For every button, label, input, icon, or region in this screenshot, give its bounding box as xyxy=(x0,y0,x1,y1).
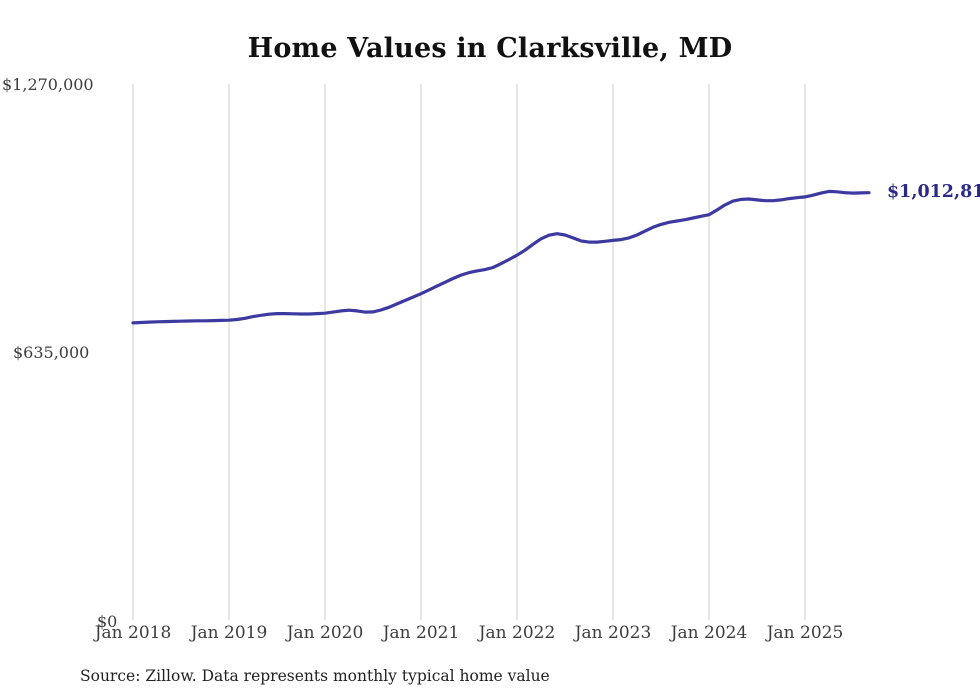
y-axis-label-zero: $0 xyxy=(97,612,118,631)
x-axis-label-jan-2021: Jan 2021 xyxy=(382,623,460,643)
x-axis-label-jan-2022: Jan 2022 xyxy=(478,623,556,643)
home-value-line xyxy=(131,189,871,325)
x-axis-label-jan-2024: Jan 2024 xyxy=(670,623,748,643)
latest-value-label: $1,012,816 xyxy=(887,181,980,202)
x-axis-label-jan-2023: Jan 2023 xyxy=(574,623,652,643)
y-axis-label-max: $1,270,000 xyxy=(2,75,94,94)
x-axis-label-jan-2020: Jan 2020 xyxy=(286,623,364,643)
x-axis-label-jan-2019: Jan 2019 xyxy=(190,623,268,643)
x-axis-label-jan-2025: Jan 2025 xyxy=(766,623,844,643)
y-axis-label-mid: $635,000 xyxy=(13,343,90,362)
source-note: Source: Zillow. Data represents monthly … xyxy=(80,667,550,685)
x-axis-label-jan-2018: Jan 2018 xyxy=(94,623,172,643)
chart-title: Home Values in Clarksville, MD xyxy=(247,33,733,64)
